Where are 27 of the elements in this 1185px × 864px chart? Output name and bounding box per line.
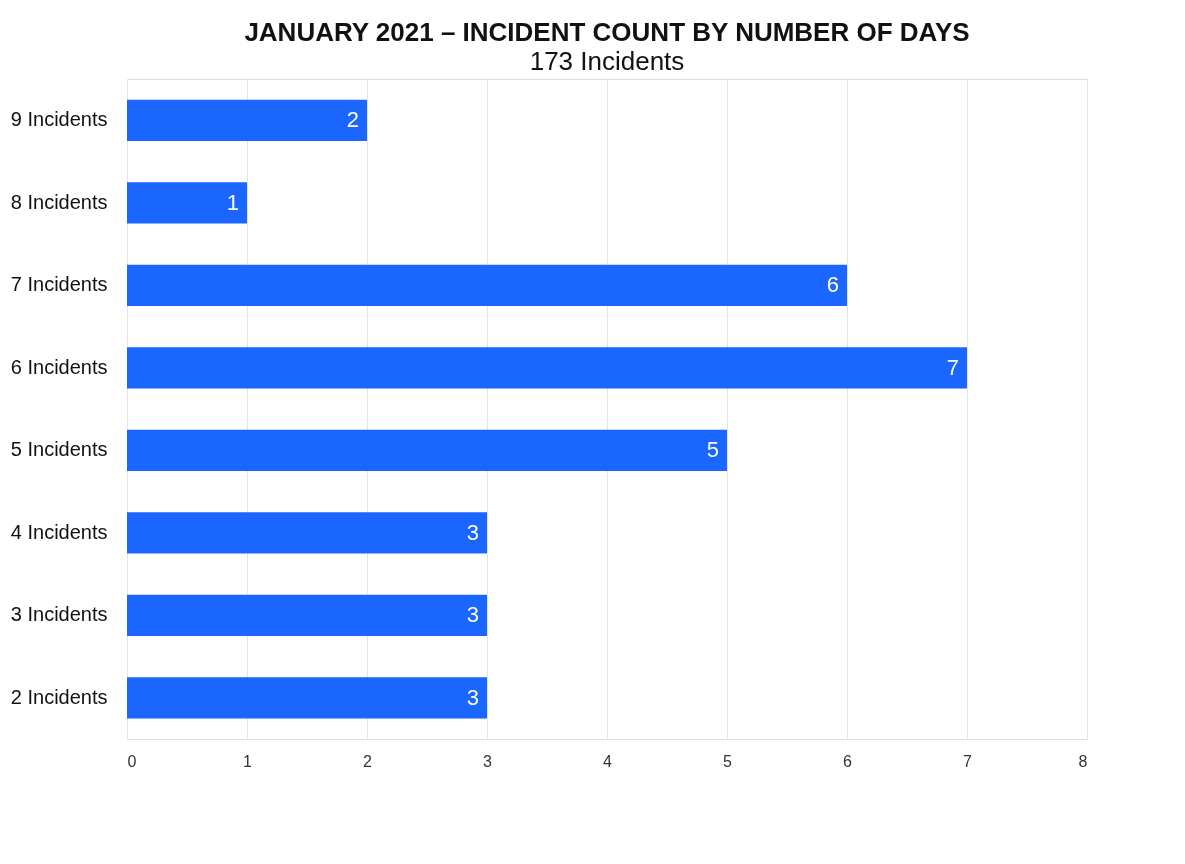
x-tick-label: 0 [127,752,137,770]
x-tick-label: 5 [723,752,733,770]
y-tick-label: 9 Incidents [10,108,108,131]
data-label: 3 [466,519,479,545]
y-tick-label: 2 Incidents [10,685,108,708]
y-tick-label: 6 Incidents [10,355,108,378]
x-tick-label: 3 [483,752,493,770]
data-label: 5 [706,437,719,463]
y-tick-label: 4 Incidents [10,520,108,543]
x-tick-label: 6 [843,752,853,770]
data-label: 2 [346,107,359,133]
data-label: 3 [466,684,479,710]
x-tick-label: 1 [243,752,253,770]
x-tick-label: 4 [603,752,613,770]
y-tick-label: 5 Incidents [10,438,108,461]
data-label: 7 [946,354,959,380]
y-tick-label: 8 Incidents [10,190,108,213]
y-tick-label: 7 Incidents [10,273,108,296]
data-label: 6 [826,272,839,298]
x-tick-label: 2 [363,752,373,770]
data-label: 1 [226,189,239,215]
x-tick-label: 7 [963,752,973,770]
y-tick-label: 3 Incidents [10,603,108,626]
chart-title: JANUARY 2021 – INCIDENT COUNT BY NUMBER OF DAYS [244,17,970,47]
data-label: 3 [466,602,479,628]
chart-subtitle: 173 Incidents [529,46,685,76]
x-tick-label: 8 [1078,752,1088,770]
